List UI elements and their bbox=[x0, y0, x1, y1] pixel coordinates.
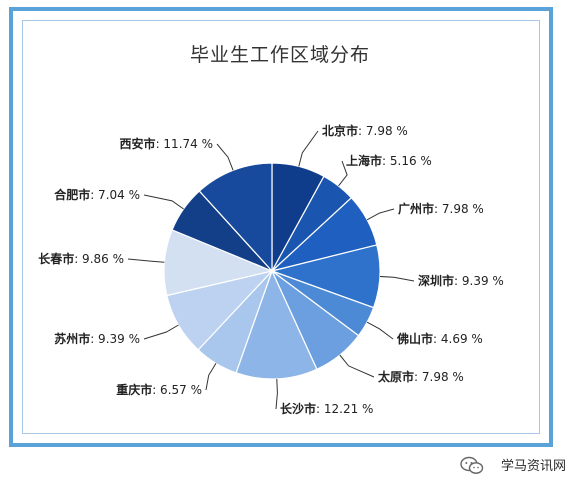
slice-label-1: 北京市: 7.98 % bbox=[322, 123, 408, 138]
leader-line-9 bbox=[143, 324, 179, 340]
slice-label-8: 重庆市: 6.57 % bbox=[116, 382, 202, 397]
slice-label-name: 太原市 bbox=[378, 369, 414, 384]
slice-label-name: 深圳市 bbox=[418, 273, 454, 288]
slice-label-value: : 9.86 % bbox=[74, 252, 124, 266]
slice-label-value: : 7.98 % bbox=[434, 202, 484, 216]
slice-label-name: 西安市 bbox=[120, 136, 156, 151]
leader-line-12 bbox=[216, 143, 234, 171]
slice-label-2: 上海市: 5.16 % bbox=[346, 153, 432, 168]
leader-line-5 bbox=[366, 321, 394, 340]
slice-label-name: 长沙市 bbox=[280, 401, 316, 416]
slice-label-value: : 4.69 % bbox=[433, 332, 483, 346]
leader-line-1 bbox=[298, 130, 319, 167]
leader-line-10 bbox=[127, 258, 165, 263]
chart-title: 毕业生工作区域分布 bbox=[189, 44, 370, 66]
slice-label-11: 合肥市: 7.04 % bbox=[54, 187, 140, 202]
slice-label-value: : 9.39 % bbox=[90, 332, 140, 346]
slice-label-value: : 7.98 % bbox=[358, 124, 408, 138]
leader-line-3 bbox=[366, 208, 395, 221]
slice-label-value: : 7.98 % bbox=[414, 370, 464, 384]
leader-line-6 bbox=[339, 354, 375, 378]
pie-slice-7 bbox=[235, 269, 318, 380]
leader-line-2 bbox=[338, 160, 348, 187]
slice-label-name: 北京市 bbox=[322, 123, 358, 138]
slice-label-10: 长春市: 9.86 % bbox=[38, 251, 124, 266]
slice-label-name: 广州市 bbox=[398, 201, 434, 216]
slice-label-4: 深圳市: 9.39 % bbox=[418, 273, 504, 288]
slice-label-12: 西安市: 11.74 % bbox=[120, 136, 213, 151]
watermark-text: 学马资讯网 bbox=[500, 459, 566, 474]
slice-label-value: : 6.57 % bbox=[152, 383, 202, 397]
leader-line-4 bbox=[379, 276, 415, 282]
slice-label-name: 重庆市 bbox=[116, 382, 152, 397]
slice-label-value: : 12.21 % bbox=[316, 402, 373, 416]
slice-label-value: : 7.04 % bbox=[90, 188, 140, 202]
wechat-icon bbox=[460, 456, 484, 474]
slice-label-name: 佛山市 bbox=[396, 331, 433, 346]
leader-line-11 bbox=[143, 194, 184, 210]
slice-label-name: 长春市 bbox=[38, 251, 74, 266]
slice-label-3: 广州市: 7.98 % bbox=[398, 201, 484, 216]
slice-label-name: 上海市 bbox=[346, 153, 382, 168]
slice-label-5: 佛山市: 4.69 % bbox=[396, 331, 483, 346]
slice-label-value: : 11.74 % bbox=[156, 137, 213, 151]
slice-label-7: 长沙市: 12.21 % bbox=[280, 401, 373, 416]
slice-label-name: 合肥市 bbox=[54, 187, 90, 202]
slice-label-value: : 9.39 % bbox=[454, 274, 504, 288]
leader-line-7 bbox=[275, 378, 278, 410]
slice-label-9: 苏州市: 9.39 % bbox=[54, 331, 140, 346]
slice-label-name: 苏州市 bbox=[54, 331, 90, 346]
slice-label-6: 太原市: 7.98 % bbox=[378, 369, 464, 384]
slice-label-value: : 5.16 % bbox=[382, 154, 432, 168]
leader-line-8 bbox=[205, 363, 217, 391]
